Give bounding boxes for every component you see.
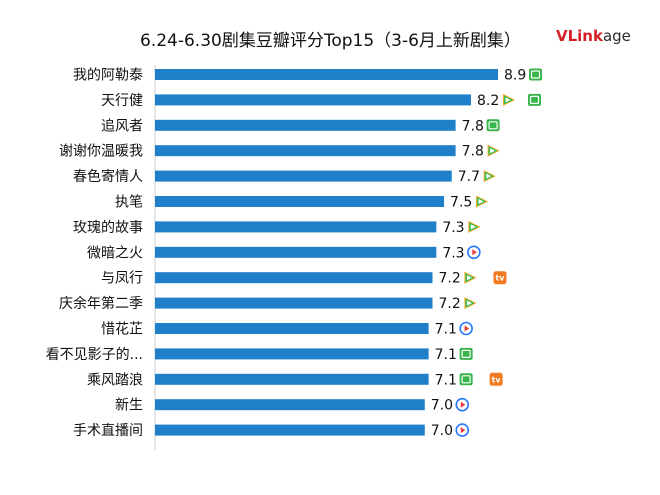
tencent-icon bbox=[483, 170, 496, 183]
mango-icon-bg bbox=[489, 372, 503, 386]
iqiyi-icon bbox=[486, 119, 500, 132]
value-label: 7.3 bbox=[442, 220, 464, 236]
youku-icon-play bbox=[464, 325, 470, 332]
category-label: 春色寄情人 bbox=[73, 168, 143, 185]
mango-icon: tv bbox=[493, 271, 507, 285]
tencent-icon bbox=[487, 144, 500, 157]
youku-icon-play bbox=[472, 249, 477, 256]
iqiyi-icon bbox=[459, 373, 473, 386]
value-label: 7.0 bbox=[431, 423, 453, 439]
value-label: 7.5 bbox=[450, 195, 472, 211]
tencent-icon-inner bbox=[466, 275, 472, 281]
youku-icon bbox=[455, 423, 470, 437]
tencent-icon bbox=[464, 297, 477, 310]
category-label: 手术直播间 bbox=[73, 422, 143, 439]
value-label: 7.8 bbox=[462, 118, 484, 134]
vlinkage-logo: VLinkage bbox=[556, 27, 631, 45]
category-label: 庆余年第二季 bbox=[59, 295, 143, 312]
category-label: 与凤行 bbox=[101, 271, 143, 287]
iqiyi-icon bbox=[459, 347, 473, 360]
tencent-icon-inner bbox=[470, 224, 476, 230]
value-label: 7.7 bbox=[458, 169, 480, 185]
youku-icon bbox=[467, 245, 481, 260]
bar bbox=[155, 348, 429, 360]
category-label: 追风者 bbox=[101, 118, 143, 134]
logo-link: Link bbox=[567, 27, 603, 45]
tencent-icon-inner bbox=[486, 173, 492, 179]
bar bbox=[155, 170, 452, 182]
mango-icon: tv bbox=[489, 372, 503, 386]
tencent-icon bbox=[503, 93, 516, 106]
bar bbox=[155, 373, 429, 385]
tencent-icon-inner bbox=[466, 300, 472, 306]
iqiyi-icon-mark bbox=[530, 70, 541, 79]
category-label: 惜花芷 bbox=[101, 322, 143, 338]
value-label: 7.8 bbox=[462, 144, 484, 160]
youku-icon bbox=[459, 321, 473, 336]
iqiyi-icon bbox=[529, 68, 542, 81]
iqiyi-icon-mark bbox=[529, 95, 540, 105]
bar bbox=[155, 69, 498, 80]
bar bbox=[155, 272, 433, 284]
bar bbox=[155, 297, 433, 309]
mango-icon-bg bbox=[493, 271, 507, 285]
mango-icon-text: tv bbox=[495, 274, 505, 283]
category-label: 乘风踏浪 bbox=[87, 372, 143, 388]
logo-suffix: age bbox=[602, 27, 631, 45]
logo-v: V bbox=[556, 27, 568, 45]
bar bbox=[155, 221, 437, 233]
value-label: 8.2 bbox=[477, 93, 499, 109]
bar bbox=[155, 246, 437, 258]
tencent-icon bbox=[464, 271, 477, 284]
category-label: 谢谢你温暖我 bbox=[59, 144, 143, 160]
youku-icon-play bbox=[460, 401, 466, 408]
value-label: 7.2 bbox=[438, 271, 460, 287]
value-label: 7.0 bbox=[431, 398, 453, 414]
value-label: 7.1 bbox=[435, 322, 457, 338]
tencent-icon-inner bbox=[478, 199, 484, 204]
bar bbox=[155, 94, 472, 106]
mango-icon-text: tv bbox=[492, 375, 502, 384]
category-label: 天行健 bbox=[101, 93, 143, 109]
tencent-icon bbox=[468, 220, 481, 233]
chart-title: 6.24-6.30剧集豆瓣评分Top15（3-6月上新剧集） bbox=[140, 31, 521, 51]
bar bbox=[155, 399, 425, 411]
value-label: 7.1 bbox=[435, 372, 457, 388]
category-label: 微暗之火 bbox=[87, 245, 143, 261]
bar bbox=[155, 196, 445, 207]
tencent-icon bbox=[476, 195, 489, 208]
value-label: 8.9 bbox=[504, 68, 526, 84]
value-label: 7.2 bbox=[438, 296, 460, 312]
tencent-icon-inner bbox=[505, 97, 511, 103]
category-label: 执笔 bbox=[115, 195, 143, 211]
category-label: 我的阿勒泰 bbox=[73, 68, 143, 84]
value-label: 7.1 bbox=[435, 347, 457, 363]
iqiyi-icon bbox=[528, 93, 542, 106]
bar bbox=[155, 145, 456, 157]
category-label: 看不见影子的... bbox=[46, 347, 143, 363]
bar bbox=[155, 323, 429, 334]
bar bbox=[155, 424, 425, 436]
iqiyi-icon-mark bbox=[488, 121, 498, 130]
youku-icon-play bbox=[460, 427, 466, 434]
bar bbox=[155, 119, 456, 131]
iqiyi-icon-mark bbox=[461, 349, 471, 358]
tencent-icon-inner bbox=[490, 148, 496, 154]
iqiyi-icon-mark bbox=[461, 375, 471, 384]
category-label: 玫瑰的故事 bbox=[73, 220, 143, 236]
category-label: 新生 bbox=[115, 398, 143, 414]
youku-icon bbox=[455, 397, 470, 412]
value-label: 7.3 bbox=[442, 245, 464, 261]
